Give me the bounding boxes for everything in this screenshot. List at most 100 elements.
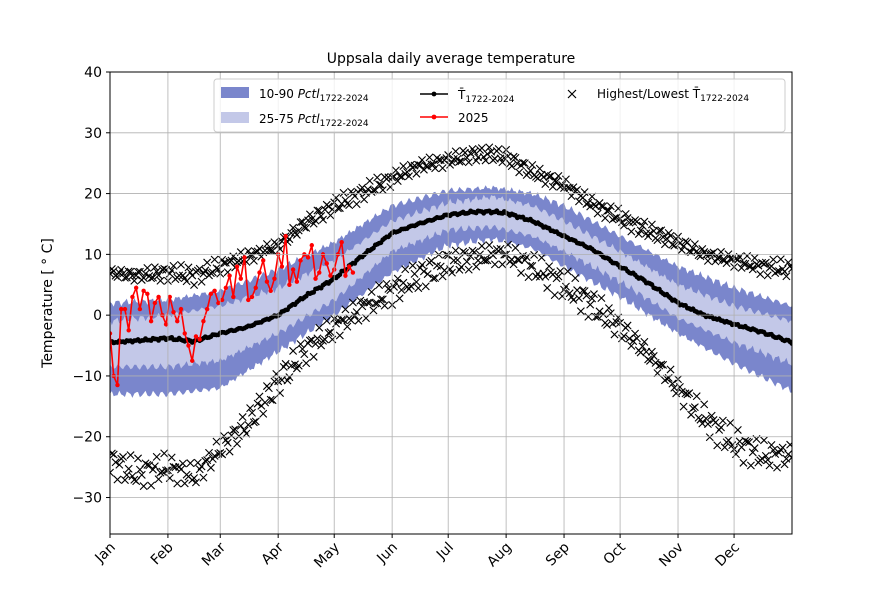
series-2025-point	[167, 294, 172, 300]
lowest-marker	[528, 261, 537, 270]
highest-marker	[156, 276, 165, 285]
series-2025-point	[122, 306, 128, 312]
lowest-marker	[246, 404, 255, 413]
lowest-marker	[110, 450, 118, 459]
plot-area: −30 −20 −10 0 10 20 30 40 Jan Feb Mar Apr May Jun Jul A…	[72, 65, 793, 571]
lowest-marker	[406, 282, 415, 290]
highest-marker	[715, 253, 724, 262]
lowest-marker	[664, 373, 673, 382]
lowest-marker	[124, 464, 133, 473]
highest-marker	[266, 246, 275, 255]
highest-marker	[365, 176, 374, 185]
lowest-marker	[767, 441, 776, 450]
series-2025-line	[110, 236, 354, 386]
series-2025-point	[178, 306, 184, 312]
highest-marker	[246, 250, 255, 259]
legend-swatch-2025-dot	[431, 114, 437, 120]
lowest-marker	[509, 260, 518, 269]
highest-marker	[201, 266, 210, 275]
highest-marker	[677, 245, 686, 254]
lowest-marker	[524, 273, 533, 282]
series-2025-point	[197, 337, 202, 342]
lowest-marker	[778, 443, 787, 452]
series-2025-point	[242, 255, 247, 260]
highest-marker	[449, 154, 458, 163]
highest-marker	[776, 255, 785, 264]
highest-marker	[561, 175, 570, 184]
lowest-marker	[249, 418, 258, 427]
y-tick-label: −20	[72, 430, 102, 446]
series-2025-point	[328, 273, 333, 278]
highest-marker	[507, 162, 516, 171]
lowest-marker	[731, 450, 740, 459]
highest-marker	[614, 204, 623, 213]
lowest-marker	[554, 272, 563, 281]
mean-point	[789, 341, 792, 346]
lowest-marker	[610, 330, 619, 339]
lowest-marker	[780, 460, 789, 469]
highest-marker	[518, 158, 527, 167]
x-tick-label: Apr	[259, 539, 288, 568]
lowest-marker	[700, 400, 709, 409]
lowest-marker	[311, 339, 320, 348]
lowest-marker	[623, 321, 632, 330]
lowest-marker	[328, 335, 337, 344]
series-2025-point	[219, 297, 225, 303]
lowest-marker	[545, 262, 554, 271]
lowest-marker	[320, 335, 329, 344]
highest-marker	[313, 206, 322, 215]
lowest-marker	[119, 452, 128, 461]
highest-marker	[300, 223, 309, 232]
lowest-marker	[733, 425, 742, 434]
series-2025-point	[193, 334, 199, 339]
lowest-marker	[565, 289, 574, 298]
highest-marker	[135, 267, 144, 276]
highest-marker	[292, 230, 301, 239]
lowest-marker	[212, 437, 221, 446]
lowest-marker	[371, 299, 380, 308]
highest-marker	[397, 172, 406, 181]
highest-marker	[470, 147, 479, 156]
highest-marker	[763, 271, 772, 280]
lowest-marker	[606, 309, 615, 318]
series-2025-point	[227, 273, 232, 278]
lowest-marker	[110, 449, 116, 458]
series-2025-point	[119, 306, 124, 312]
highest-marker	[739, 259, 748, 268]
series-2025-point	[141, 288, 146, 294]
lowest-marker	[604, 304, 613, 313]
lowest-marker	[575, 294, 583, 303]
legend-frame	[213, 78, 786, 133]
highest-marker	[339, 188, 348, 197]
lowest-marker	[556, 267, 565, 276]
highest-marker	[638, 221, 647, 230]
lowest-marker	[739, 458, 748, 467]
lowest-marker	[462, 257, 471, 266]
lowest-marker	[718, 416, 727, 425]
lowest-marker	[395, 294, 404, 303]
lowest-marker	[657, 360, 666, 369]
lowest-marker	[218, 450, 227, 459]
highest-marker	[375, 180, 384, 189]
highest-marker	[554, 171, 563, 180]
lowest-marker	[421, 282, 430, 291]
highest-marker	[110, 266, 118, 275]
lowest-marker	[705, 433, 714, 442]
lowest-marker	[375, 281, 384, 290]
lowest-marker	[367, 287, 376, 296]
highest-marker	[319, 215, 327, 224]
highest-marker	[623, 214, 632, 223]
highest-marker	[451, 147, 460, 156]
lowest-marker	[526, 261, 535, 270]
series-2025-point	[238, 276, 243, 281]
highest-marker	[175, 271, 184, 280]
legend-swatch-mean-dot	[431, 91, 437, 97]
lowest-marker	[152, 452, 161, 461]
highest-marker	[403, 168, 412, 177]
highest-marker	[425, 153, 434, 162]
series-2025-point	[339, 240, 344, 245]
legend-swatch-extremes	[567, 89, 577, 99]
lowest-marker	[380, 301, 389, 310]
series-2025-point	[163, 322, 169, 327]
lowest-marker	[147, 481, 156, 490]
